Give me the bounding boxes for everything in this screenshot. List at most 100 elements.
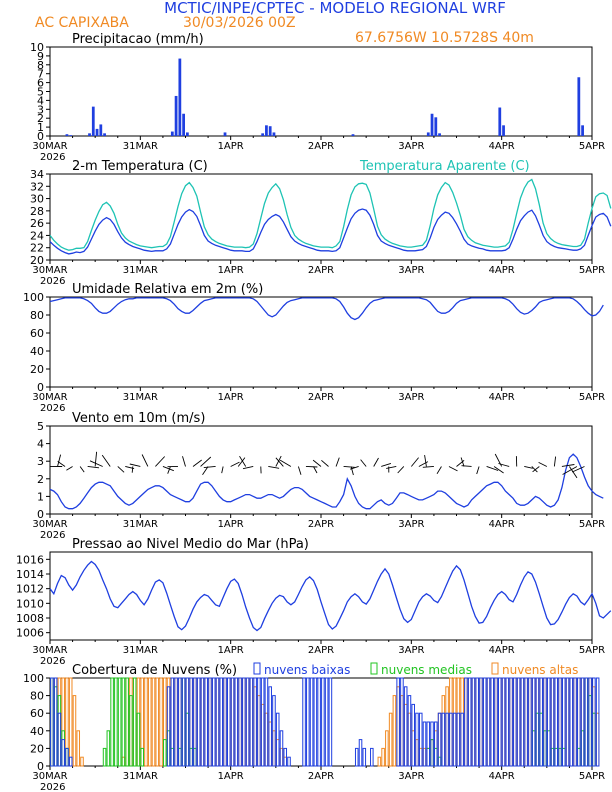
cloud-bar: [110, 677, 114, 767]
cloud-bar: [125, 677, 129, 767]
y-tick-label: 0: [37, 760, 44, 773]
x-tick-label: 1APR: [218, 771, 244, 782]
cloud-bar: [543, 677, 547, 767]
cloud-bar: [260, 677, 265, 767]
cloud-bar: [189, 677, 193, 767]
y-tick-label: 10: [30, 41, 44, 54]
cloud-bar: [595, 677, 600, 767]
cloud-bar: [362, 747, 367, 767]
cloud-bar: [321, 677, 325, 767]
wind-arrow: [313, 466, 318, 474]
cloud-bar: [223, 677, 227, 767]
precip-bar: [223, 132, 227, 136]
wind-arrow: [279, 459, 292, 467]
cloud-bar: [144, 677, 148, 767]
x-year-label: 2026: [40, 656, 65, 667]
y-tick-label: 20: [30, 742, 44, 755]
x-tick-label: 1APR: [218, 141, 244, 152]
x-tick-label: 4APR: [489, 771, 515, 782]
wind-arrow: [436, 466, 442, 475]
cloud-bar: [464, 677, 468, 767]
x-tick-label: 3APR: [398, 645, 424, 656]
wind-arrow: [305, 466, 318, 468]
cloud-bar: [415, 712, 419, 767]
x-tick-label: 4APR: [489, 392, 515, 403]
precip-bar: [69, 135, 73, 136]
precip-bar: [351, 134, 355, 136]
header-location: AC CAPIXABA: [35, 15, 129, 31]
x-tick-label: 31MAR: [123, 519, 158, 530]
y-tick-label: 60: [30, 327, 44, 340]
legend-swatch: [253, 662, 261, 675]
cloud-bar: [565, 677, 570, 767]
precip-bar: [265, 125, 268, 136]
cloud-bar: [129, 695, 133, 767]
cloud-bar: [253, 677, 257, 767]
wind-arrow: [476, 466, 480, 475]
cloud-bar: [50, 677, 54, 767]
cloud-bar: [422, 721, 427, 767]
header-coords: 67.6756W 10.5728S 40m: [355, 30, 534, 46]
cloud-bar: [490, 677, 495, 767]
y-tick-label: 5: [37, 86, 44, 99]
cloud-bar: [501, 677, 506, 767]
y-tick-label: 1006: [16, 627, 44, 640]
panel-title: Cobertura de Nuvens (%): [72, 663, 237, 678]
y-tick-label: 80: [30, 690, 44, 703]
cloud-bar: [377, 756, 382, 767]
cloud-bar: [479, 677, 483, 767]
cloud-bar: [80, 756, 84, 767]
cloud-bar: [580, 677, 585, 767]
cloud-bar: [558, 677, 562, 767]
panel-frame: [49, 551, 593, 641]
cloud-bar: [215, 677, 220, 767]
cloud-bar: [513, 677, 517, 767]
cloud-bar: [238, 677, 242, 767]
cloud-bar: [577, 677, 581, 767]
wind-arrow: [129, 463, 141, 467]
wind-arrow: [460, 457, 465, 467]
cloud-bar: [370, 747, 374, 767]
y-tick-label: 100: [23, 291, 44, 304]
x-tick-label: 1APR: [218, 519, 244, 530]
wind-arrow: [531, 466, 538, 473]
panel-frame: [49, 425, 593, 515]
cloud-bar: [426, 721, 431, 767]
y-tick-label: 3: [37, 455, 44, 468]
cloud-bar: [358, 739, 363, 767]
cloud-bar: [53, 677, 58, 767]
wind-arrow: [79, 466, 85, 473]
cloud-bar: [437, 712, 442, 767]
wind-arrow: [373, 457, 379, 467]
cloud-bar: [65, 747, 69, 767]
wind-arrow: [562, 466, 578, 475]
y-tick-label: 0: [37, 130, 44, 143]
cloud-bar: [449, 712, 453, 767]
x-tick-label: 30MAR: [32, 519, 67, 530]
precip-bar: [581, 125, 584, 136]
cloud-bar: [546, 677, 551, 767]
x-tick-label: 5APR: [579, 771, 605, 782]
series-line: [49, 178, 612, 251]
y-tick-label: 0: [37, 508, 44, 521]
x-tick-label: 31MAR: [123, 645, 158, 656]
wind-arrow: [94, 451, 98, 467]
panel-frame: [49, 677, 593, 767]
y-tick-label: 28: [30, 205, 44, 218]
cloud-bar: [272, 695, 276, 767]
x-tick-label: 5APR: [579, 141, 605, 152]
wind-arrow: [561, 464, 575, 467]
y-tick-label: 8: [37, 59, 44, 72]
y-tick-label: 20: [30, 254, 44, 267]
series-line: [49, 297, 604, 321]
wind-arrow: [203, 466, 216, 469]
cloud-bar: [234, 677, 239, 767]
y-tick-label: 9: [37, 50, 44, 63]
precip-bar: [174, 95, 178, 136]
cloud-bar: [550, 677, 555, 767]
cloud-bar: [509, 677, 513, 767]
cloud-bar: [539, 677, 543, 767]
